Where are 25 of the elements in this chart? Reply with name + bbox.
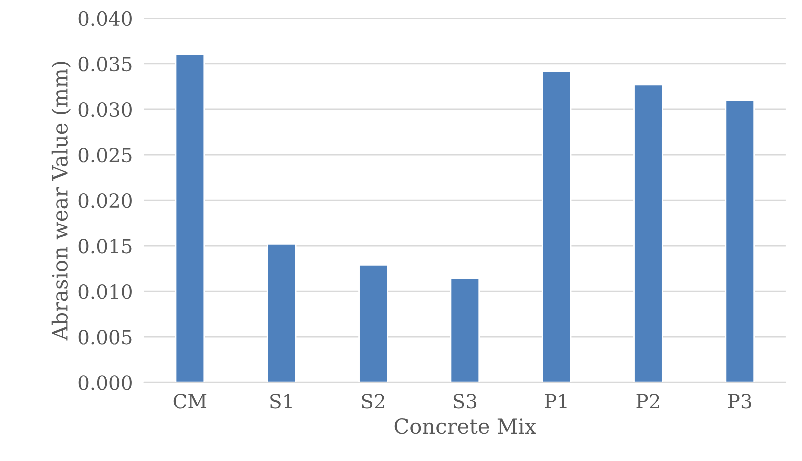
y-tick-label: 0.005: [78, 330, 132, 345]
x-tick-label: P2: [636, 394, 660, 409]
x-tick-label: S1: [270, 394, 292, 409]
bar: [542, 70, 572, 383]
bar: [725, 100, 756, 383]
x-tick-label: S3: [454, 394, 477, 409]
bar: [175, 54, 206, 383]
bar: [634, 84, 664, 383]
y-tick-label: 0.035: [78, 56, 132, 72]
bar: [266, 244, 297, 383]
x-tick-label: S2: [362, 394, 384, 409]
y-tick-label: 0.000: [78, 376, 132, 390]
bar: [450, 278, 480, 383]
bar: [358, 264, 388, 383]
y-axis-title: Abrasion wear Value (mm): [52, 62, 71, 341]
y-tick-label: 0.030: [78, 102, 132, 118]
y-tick-label: 0.020: [78, 193, 132, 208]
y-tick-label: 0.040: [78, 11, 132, 26]
x-tick-label: CM: [174, 394, 207, 409]
y-tick-label: 0.015: [78, 239, 132, 254]
y-tick-label: 0.025: [78, 148, 132, 163]
x-tick-label: P3: [728, 394, 752, 409]
x-tick-label: P1: [545, 394, 567, 409]
y-tick-label: 0.010: [78, 284, 132, 300]
x-axis-title: Concrete Mix: [394, 418, 536, 434]
